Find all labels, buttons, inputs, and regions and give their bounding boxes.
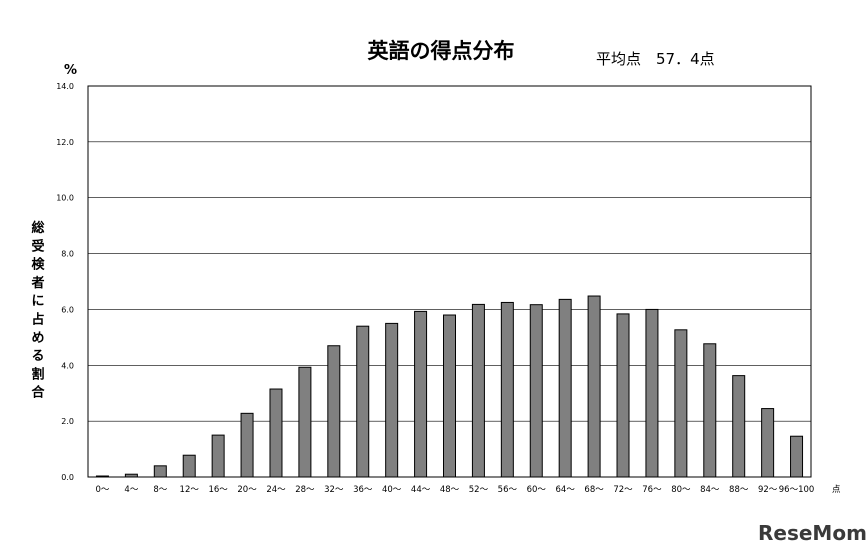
bar	[240, 412, 254, 478]
bar	[500, 301, 514, 478]
y-axis-label-char: 者	[30, 275, 44, 291]
y-axis-label-char: に	[31, 294, 44, 309]
bar	[471, 303, 485, 478]
bar	[385, 322, 399, 478]
bar	[182, 454, 196, 478]
bar	[327, 345, 341, 478]
y-axis-label-char: 受	[31, 238, 44, 254]
x-tick-label: 76～	[642, 485, 662, 495]
y-tick-label: 12.0	[56, 138, 74, 147]
y-tick-label: 4.0	[61, 361, 74, 370]
x-tick-label: 36～	[353, 485, 373, 495]
y-axis-label-char: る	[31, 349, 44, 364]
chart-subtitle: 平均点 57．4点	[596, 50, 715, 68]
bar	[587, 295, 601, 478]
x-tick-label: 20～	[237, 485, 257, 495]
bar	[414, 310, 428, 478]
x-tick-label: 44～	[411, 485, 431, 495]
y-unit-label: %	[64, 63, 77, 78]
bar	[443, 314, 456, 478]
x-tick-label: 64～	[556, 485, 576, 495]
x-tick-label: 60～	[527, 485, 547, 495]
x-tick-label: 48～	[440, 485, 460, 495]
y-axis-label-char: 合	[31, 385, 45, 401]
plot-frame	[87, 85, 812, 478]
bar	[674, 329, 688, 478]
bar	[269, 388, 283, 478]
y-axis-label-char: め	[31, 331, 44, 346]
x-tick-label: 72～	[613, 485, 633, 495]
bar	[558, 298, 572, 478]
bar	[732, 375, 746, 478]
x-tick-label: 24～	[266, 485, 286, 495]
x-tick-label: 56～	[498, 485, 518, 495]
y-axis-label-char: 検	[31, 257, 45, 273]
y-axis-label-char: 占	[31, 312, 44, 328]
x-tick-label: 84～	[700, 485, 720, 495]
bar	[645, 308, 659, 478]
bars	[95, 295, 804, 478]
y-tick-label: 2.0	[61, 417, 74, 426]
x-tick-label: 16～	[208, 485, 228, 495]
x-tick-label: 88～	[729, 485, 749, 495]
x-tick-label: 92～	[758, 485, 778, 495]
y-tick-label: 14.0	[56, 82, 74, 91]
x-tick-label: 68～	[584, 485, 604, 495]
x-tick-label: 40～	[382, 485, 402, 495]
bar	[529, 304, 543, 478]
bar	[153, 465, 167, 478]
y-tick-label: 8.0	[61, 250, 74, 259]
x-unit-label: 点	[832, 485, 841, 495]
watermark-logo: ReseMom	[758, 521, 866, 545]
bar	[790, 435, 804, 478]
y-axis-label-char: 割	[31, 366, 44, 382]
x-tick-label: 8～	[153, 485, 167, 495]
y-axis-label-char: 総	[31, 220, 44, 236]
bar	[761, 408, 775, 478]
x-tick-labels: 0～ 4～ 8～ 12～ 16～ 20～ 24～ 28～ 32～ 36～ 40～ 44～ 48～ 52～ 5…	[95, 485, 814, 495]
bar	[616, 313, 630, 478]
gridlines	[88, 141, 811, 422]
x-tick-label: 96～100	[779, 485, 815, 495]
x-tick-label: 12～	[180, 485, 200, 495]
bar	[703, 343, 717, 478]
bar	[211, 434, 225, 478]
x-tick-label: 28～	[295, 485, 315, 495]
y-tick-label: 10.0	[56, 194, 74, 203]
bar	[298, 366, 312, 478]
x-tick-label: 4～	[124, 485, 138, 495]
y-tick-labels: 0.0 2.0 4.0 6.0 8.0 10.0 12.0 14.0	[56, 82, 74, 482]
x-tick-label: 52～	[469, 485, 489, 495]
bar	[356, 325, 370, 478]
x-tick-label: 0～	[95, 485, 109, 495]
x-tick-label: 80～	[671, 485, 691, 495]
chart-title: 英語の得点分布	[368, 39, 515, 63]
y-tick-label: 6.0	[61, 305, 74, 314]
y-tick-label: 0.0	[61, 473, 74, 482]
x-tick-label: 32～	[324, 485, 344, 495]
